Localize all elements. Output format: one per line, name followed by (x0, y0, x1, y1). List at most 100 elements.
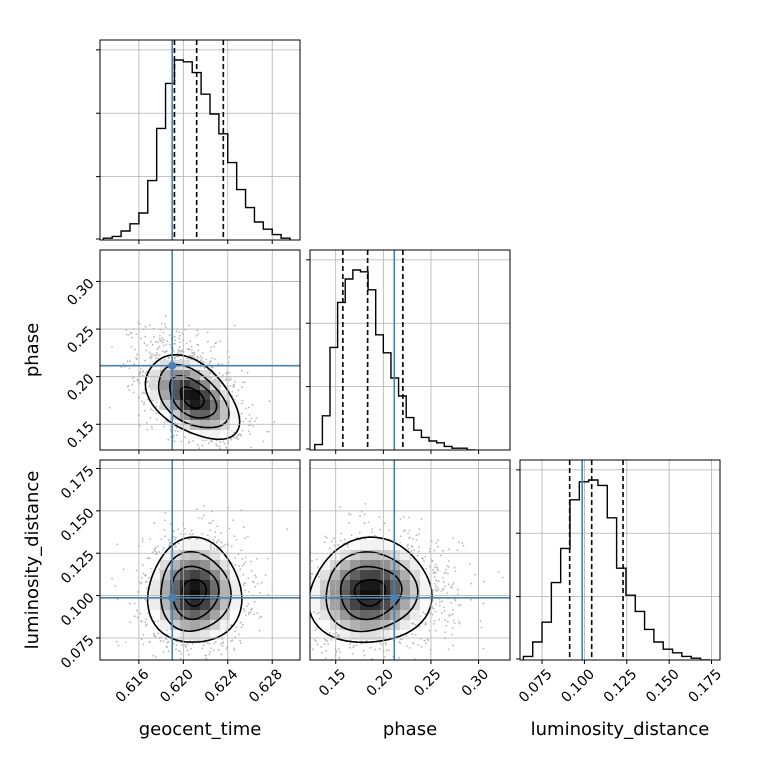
scatter-point (167, 438, 170, 441)
scatter-point (379, 528, 382, 531)
scatter-point (408, 529, 411, 532)
scatter-point (177, 542, 180, 545)
scatter-point (155, 656, 158, 658)
scatter-point (437, 588, 440, 591)
scatter-point (401, 638, 403, 641)
scatter-point (148, 324, 151, 326)
scatter-point (154, 354, 157, 357)
scatter-point (470, 582, 473, 585)
scatter-point (174, 536, 177, 539)
density-bin (150, 570, 160, 580)
scatter-point (402, 530, 405, 532)
scatter-point (398, 656, 401, 659)
scatter-point (254, 586, 257, 588)
density-bin (180, 380, 190, 390)
scatter-point (286, 528, 289, 531)
density-bin (200, 410, 210, 420)
scatter-point (423, 560, 425, 562)
x-tick-label: 0.620 (157, 666, 197, 706)
scatter-point (399, 642, 402, 645)
density-bin (370, 540, 380, 550)
scatter-point (149, 356, 152, 359)
density-bin (210, 550, 220, 560)
scatter-point (246, 535, 249, 538)
scatter-point (323, 643, 326, 645)
scatter-point (252, 425, 255, 428)
scatter-point (190, 345, 193, 348)
scatter-point (168, 334, 171, 336)
scatter-point (436, 568, 439, 571)
scatter-point (451, 633, 454, 636)
scatter-point (186, 348, 189, 350)
scatter-point (308, 534, 310, 536)
density-bin (400, 550, 410, 560)
truth-marker (390, 593, 399, 602)
scatter-point (139, 612, 142, 615)
scatter-point (340, 532, 343, 535)
scatter-point (190, 647, 192, 650)
scatter-point (439, 601, 441, 603)
scatter-point (208, 653, 211, 656)
scatter-point (203, 505, 205, 508)
density-bin (200, 370, 210, 380)
scatter-point (432, 568, 434, 571)
density-content (100, 250, 300, 453)
density-bin (190, 390, 200, 400)
scatter-point (328, 547, 331, 550)
scatter-point (149, 538, 152, 540)
density-bin (210, 610, 220, 620)
scatter-point (240, 626, 243, 629)
density-bin (160, 570, 170, 580)
scatter-point (254, 574, 256, 577)
scatter-point (250, 569, 253, 572)
scatter-point (177, 650, 180, 652)
scatter-point (231, 639, 234, 642)
scatter-point (115, 640, 118, 643)
density-bin (220, 390, 230, 400)
scatter-point (151, 551, 154, 553)
scatter-point (338, 656, 341, 659)
scatter-point (407, 532, 409, 534)
density-bin (350, 540, 360, 550)
panel-frame (519, 459, 721, 661)
scatter-point (462, 544, 465, 547)
scatter-point (303, 644, 305, 646)
scatter-point (336, 635, 339, 638)
scatter-point (297, 566, 299, 568)
y-tick-label: 0.150 (58, 505, 98, 545)
scatter-point (163, 667, 165, 669)
scatter-point (245, 407, 247, 410)
scatter-point (408, 647, 411, 649)
scatter-point (424, 621, 427, 624)
scatter-point (179, 650, 181, 653)
y-tick-label: 0.075 (58, 632, 98, 672)
scatter-point (234, 564, 237, 567)
scatter-point (255, 576, 257, 579)
scatter-point (302, 614, 304, 616)
scatter-point (452, 582, 455, 584)
scatter-point (411, 545, 413, 548)
density-bin (150, 610, 160, 620)
scatter-point (133, 602, 136, 605)
scatter-point (444, 631, 447, 634)
scatter-point (242, 623, 244, 626)
scatter-point (304, 629, 306, 631)
density-bin (220, 400, 230, 410)
scatter-point (216, 444, 219, 447)
scatter-point (418, 546, 420, 548)
density-bin (170, 380, 180, 390)
scatter-point (161, 337, 164, 340)
scatter-point (433, 549, 436, 552)
density-bin (180, 570, 190, 580)
density-bin (380, 540, 390, 550)
scatter-point (152, 654, 155, 657)
scatter-point (190, 529, 193, 532)
scatter-point (175, 644, 178, 647)
scatter-point (208, 451, 210, 453)
scatter-point (311, 648, 314, 651)
scatter-point (252, 580, 254, 583)
scatter-point (197, 517, 200, 519)
density-bin (330, 620, 340, 630)
scatter-point (174, 339, 177, 342)
scatter-point (307, 550, 309, 552)
